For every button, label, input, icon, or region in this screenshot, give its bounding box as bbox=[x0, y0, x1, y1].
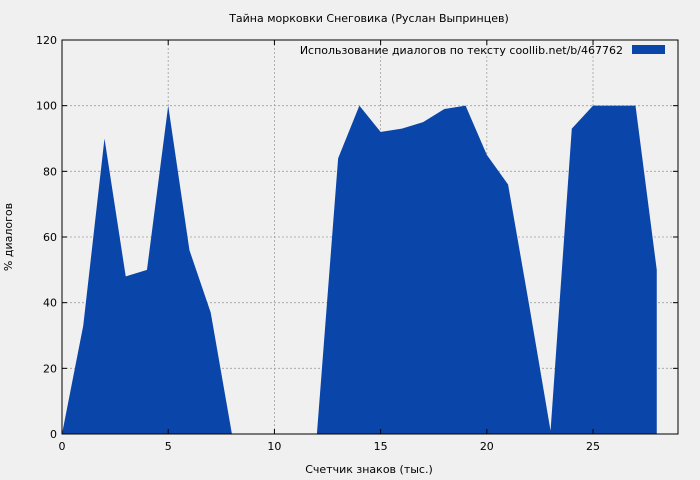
y-tick-label: 20 bbox=[43, 362, 57, 375]
y-tick-label: 120 bbox=[36, 34, 57, 47]
x-tick-label: 5 bbox=[165, 440, 172, 453]
x-tick-label: 25 bbox=[586, 440, 600, 453]
legend-swatch bbox=[632, 45, 665, 54]
y-tick-label: 60 bbox=[43, 231, 57, 244]
y-tick-label: 100 bbox=[36, 100, 57, 113]
y-tick-label: 40 bbox=[43, 297, 57, 310]
series-area bbox=[62, 105, 657, 435]
y-tick-label: 80 bbox=[43, 165, 57, 178]
y-tick-label: 0 bbox=[50, 428, 57, 441]
x-axis-label: Счетчик знаков (тыс.) bbox=[305, 463, 433, 476]
x-tick-label: 0 bbox=[59, 440, 66, 453]
x-tick-label: 20 bbox=[480, 440, 494, 453]
tick-labels: 0 20 40 60 80 100 120 0 5 10 15 20 25 bbox=[36, 34, 600, 453]
legend: Использование диалогов по тексту coollib… bbox=[300, 44, 665, 57]
chart-title: Тайна морковки Снеговика (Руслан Выпринц… bbox=[228, 12, 509, 25]
legend-label: Использование диалогов по тексту coollib… bbox=[300, 44, 623, 57]
y-axis-label: % диалогов bbox=[2, 203, 15, 271]
series-areas bbox=[62, 105, 657, 435]
axis-ticks bbox=[61, 39, 678, 435]
x-tick-label: 15 bbox=[374, 440, 388, 453]
x-tick-label: 10 bbox=[267, 440, 281, 453]
